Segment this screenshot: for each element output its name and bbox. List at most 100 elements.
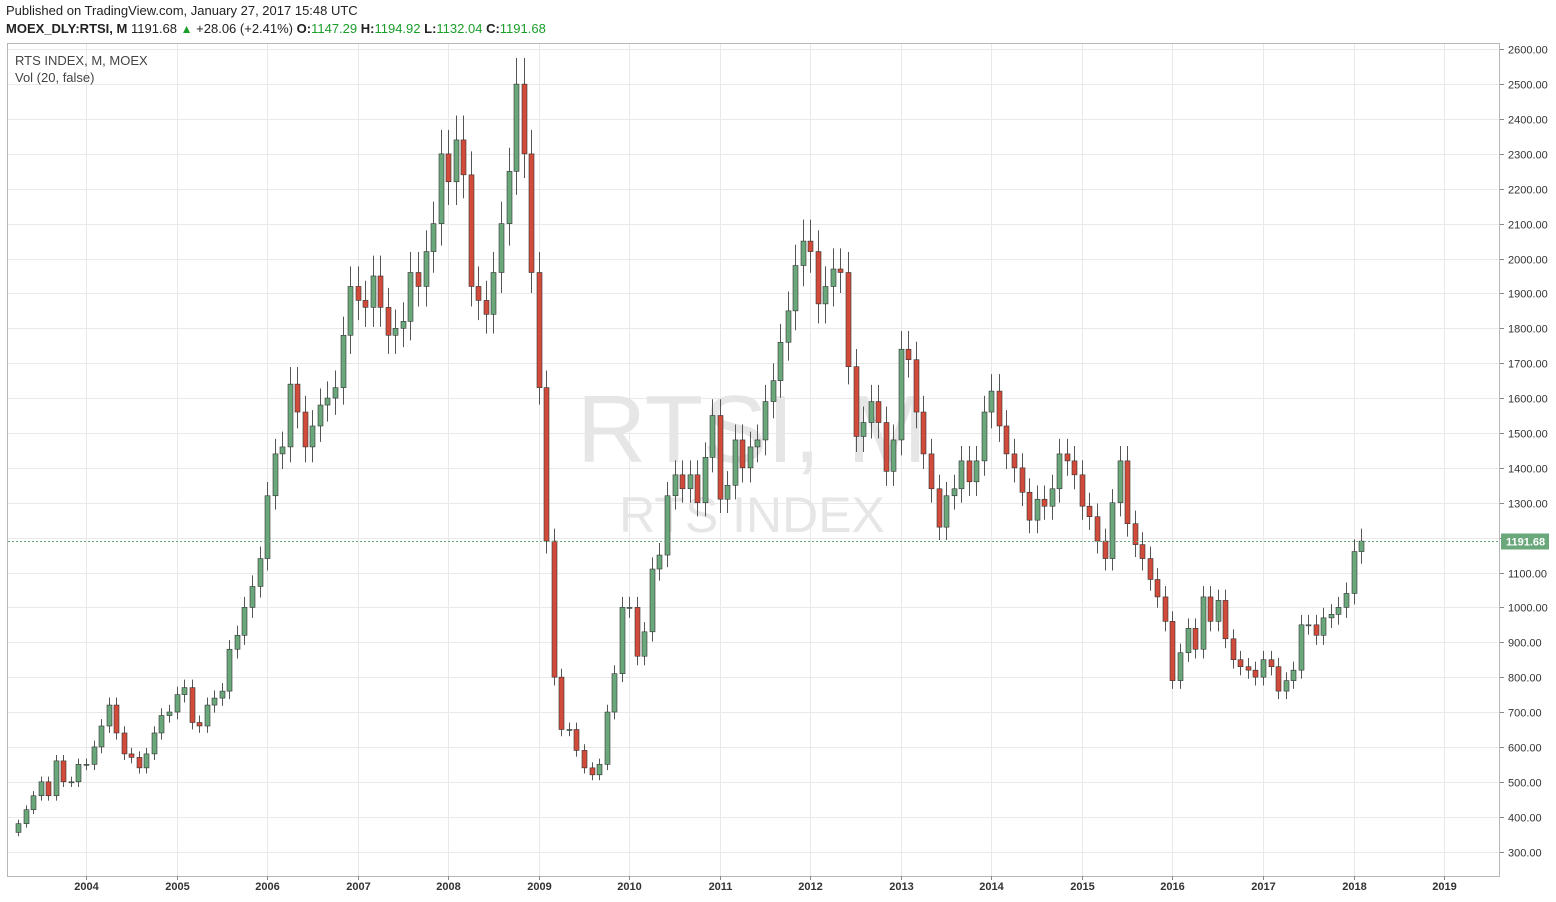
candle [860, 406, 867, 453]
candle-body-up [264, 495, 271, 559]
candle [589, 762, 596, 781]
candle [249, 575, 256, 618]
candle-body-up [490, 272, 497, 315]
candle-body-down [1064, 453, 1071, 462]
candle-body-up [1056, 453, 1063, 490]
low-value: 1132.04 [436, 21, 483, 36]
y-tick-label: 2200.00 [1508, 185, 1548, 197]
candle [1185, 618, 1192, 662]
candle [302, 395, 309, 463]
candle-body-down [1011, 453, 1018, 469]
candle-body-up [702, 457, 709, 504]
candle-body-down [928, 453, 935, 490]
candle [324, 381, 331, 422]
candle-body-up [83, 764, 90, 766]
candle-body-down [905, 348, 912, 361]
candle [1192, 618, 1199, 659]
candle [23, 805, 30, 828]
x-tick-label: 2008 [436, 881, 460, 893]
candle-body-up [347, 286, 354, 336]
candle-body-down [845, 272, 852, 367]
candle-body-down [128, 753, 135, 758]
candle [679, 460, 686, 503]
candle [174, 686, 181, 720]
y-tick-label: 2300.00 [1508, 150, 1548, 162]
candle-body-down [1222, 600, 1229, 640]
candle [672, 460, 679, 510]
candle-body-down [634, 607, 641, 657]
candle-body-up [800, 240, 807, 266]
candle-body-up [754, 439, 761, 448]
candle-body-up [30, 795, 37, 811]
candle-body-down [1124, 460, 1131, 524]
x-tick-label: 2012 [798, 881, 822, 893]
candle [362, 280, 369, 327]
candle-body-down [1019, 467, 1026, 493]
candle-body-down [1041, 498, 1048, 507]
candle [845, 251, 852, 385]
price-change: +28.06 (+2.41%) [196, 21, 294, 36]
candle-body-up [98, 725, 105, 748]
candle [936, 474, 943, 541]
candle-body-up [1049, 488, 1056, 507]
candle [196, 715, 203, 733]
candle-body-up [1298, 624, 1305, 671]
last-price-label: 1191.68 [1506, 537, 1545, 549]
x-tick-label: 2018 [1342, 881, 1366, 893]
y-tick-label: 1000.00 [1508, 603, 1548, 615]
y-tick-label: 500.00 [1508, 778, 1542, 790]
candle-body-down [355, 286, 362, 301]
candle-body-down [694, 474, 701, 504]
candle [460, 115, 467, 199]
candle [1169, 611, 1176, 689]
candle [1079, 460, 1086, 520]
candle [1230, 629, 1237, 669]
candle-body-down [1139, 544, 1146, 559]
candle [604, 704, 611, 771]
candle-body-down [883, 422, 890, 472]
x-tick-label: 2017 [1251, 881, 1275, 893]
candle-body-up [400, 321, 407, 329]
candle-body-up [317, 404, 324, 427]
candle [747, 431, 754, 483]
open-label: O: [296, 21, 312, 36]
candle [739, 424, 746, 483]
candle [294, 366, 301, 429]
candle-body-down [853, 366, 860, 437]
candle [973, 446, 980, 497]
candle-body-down [113, 704, 120, 734]
candle [483, 280, 490, 334]
candle [113, 697, 120, 740]
candle-body-down [521, 83, 528, 155]
candle-body-up [1351, 551, 1358, 594]
candle-body-up [279, 446, 286, 455]
candle [211, 690, 218, 713]
candle-body-up [370, 275, 377, 308]
candle [928, 438, 935, 503]
candle [264, 481, 271, 571]
candle-body-up [68, 781, 75, 784]
candle-body-down [475, 286, 482, 301]
candle-body-down [1230, 638, 1237, 661]
candle [121, 726, 128, 760]
candle [868, 384, 875, 439]
candle-body-down [1252, 669, 1259, 678]
candle-body-down [1313, 624, 1320, 636]
candle [815, 230, 822, 324]
candle [60, 755, 67, 788]
candle-body-up [1177, 652, 1184, 681]
candle [272, 438, 279, 510]
candle [709, 399, 716, 473]
candle-body-up [340, 334, 347, 388]
candle [1343, 582, 1350, 618]
candle-body-down [966, 460, 973, 483]
candle [1177, 643, 1184, 689]
symbol-label: MOEX_DLY:RTSI, M [6, 21, 128, 36]
candle-body-up [430, 223, 437, 252]
y-tick-label: 700.00 [1508, 708, 1542, 720]
candle-body-up [830, 268, 837, 287]
candle [30, 790, 37, 815]
candle-body-up [143, 753, 150, 769]
candle [151, 726, 158, 760]
